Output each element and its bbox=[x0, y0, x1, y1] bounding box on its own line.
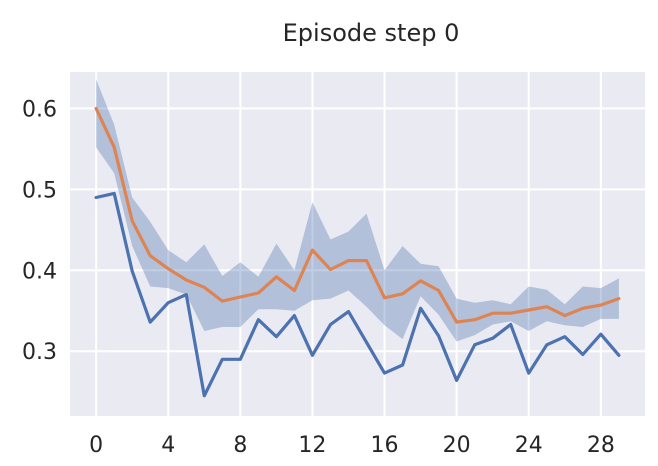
x-tick-label-0: 0 bbox=[89, 433, 103, 458]
x-tick-label-24: 24 bbox=[515, 433, 543, 458]
x-axis-ticks: 0 4 8 12 16 20 24 28 bbox=[89, 433, 615, 458]
confidence-bands bbox=[96, 79, 619, 342]
chart-title: Episode step 0 bbox=[283, 19, 460, 47]
x-tick-label-28: 28 bbox=[587, 433, 615, 458]
y-tick-label-0.3: 0.3 bbox=[22, 340, 57, 365]
series-1-line bbox=[94, 191, 621, 398]
y-tick-label-0.5: 0.5 bbox=[22, 178, 57, 203]
series-2-band bbox=[96, 79, 619, 342]
x-tick-label-4: 4 bbox=[161, 433, 175, 458]
y-tick-label-0.4: 0.4 bbox=[22, 259, 57, 284]
x-tick-label-16: 16 bbox=[371, 433, 399, 458]
series-2-line bbox=[94, 106, 621, 324]
series-lines bbox=[94, 106, 621, 398]
y-tick-label-0.6: 0.6 bbox=[22, 97, 57, 122]
y-axis-ticks: 0.3 0.4 0.5 0.6 bbox=[22, 97, 57, 365]
x-tick-label-8: 8 bbox=[233, 433, 247, 458]
x-tick-label-20: 20 bbox=[443, 433, 471, 458]
plot-area bbox=[70, 72, 645, 416]
grid bbox=[70, 72, 645, 416]
x-tick-label-12: 12 bbox=[298, 433, 326, 458]
